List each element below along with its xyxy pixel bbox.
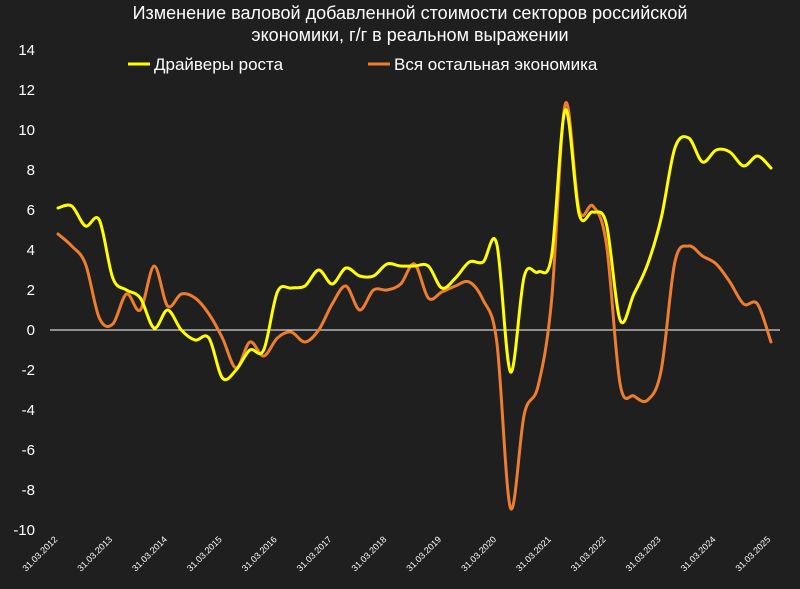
x-tick-label: 31.03.2016: [240, 534, 279, 573]
x-tick-label: 31.03.2015: [185, 534, 224, 573]
y-tick-label: 4: [27, 242, 35, 259]
y-tick-label: -6: [22, 442, 35, 459]
y-tick-label: 14: [18, 42, 35, 59]
y-tick-label: 2: [27, 282, 35, 299]
chart-title-line-1: Изменение валовой добавленной стоимости …: [132, 3, 688, 23]
x-axis-ticks: 31.03.2012 31.03.2013 31.03.2014 31.03.2015…: [20, 534, 772, 573]
y-tick-label: 0: [27, 322, 35, 339]
legend: Драйверы роста Вся остальная экономика: [128, 55, 598, 74]
x-tick-label: 31.03.2019: [404, 534, 443, 573]
y-tick-label: 8: [27, 162, 35, 179]
y-axis-ticks: 14 12 10 8 6 4 2 0 -2 -4 -6 -8 -10: [13, 42, 35, 539]
y-tick-label: 12: [18, 82, 35, 99]
legend-label-0: Драйверы роста: [154, 55, 284, 74]
series-layer: [56, 101, 773, 511]
x-tick-label: 31.03.2021: [514, 534, 553, 573]
x-tick-label: 31.03.2014: [130, 534, 169, 573]
legend-label-1: Вся остальная экономика: [394, 55, 598, 74]
chart-title-line-2: экономики, г/г в реальном выражении: [251, 25, 569, 45]
x-tick-label: 31.03.2017: [295, 534, 334, 573]
x-tick-label: 31.03.2018: [350, 534, 389, 573]
y-tick-label: -4: [22, 402, 35, 419]
y-tick-label: -2: [22, 362, 35, 379]
plot-area: [50, 50, 785, 530]
y-tick-label: 10: [18, 122, 35, 139]
x-tick-label: 31.03.2012: [20, 534, 59, 573]
x-tick-label: 31.03.2013: [75, 534, 114, 573]
series-line-1: [56, 101, 773, 511]
chart-title: Изменение валовой добавленной стоимости …: [60, 2, 760, 46]
x-tick-label: 31.03.2023: [624, 534, 663, 573]
series-line-0: [56, 108, 773, 382]
x-tick-label: 31.03.2022: [569, 534, 608, 573]
x-tick-label: 31.03.2020: [459, 534, 498, 573]
x-tick-label: 31.03.2024: [679, 534, 718, 573]
y-tick-label: -10: [13, 522, 35, 539]
y-tick-label: 6: [27, 202, 35, 219]
x-tick-label: 31.03.2025: [733, 534, 772, 573]
y-tick-label: -8: [22, 482, 35, 499]
